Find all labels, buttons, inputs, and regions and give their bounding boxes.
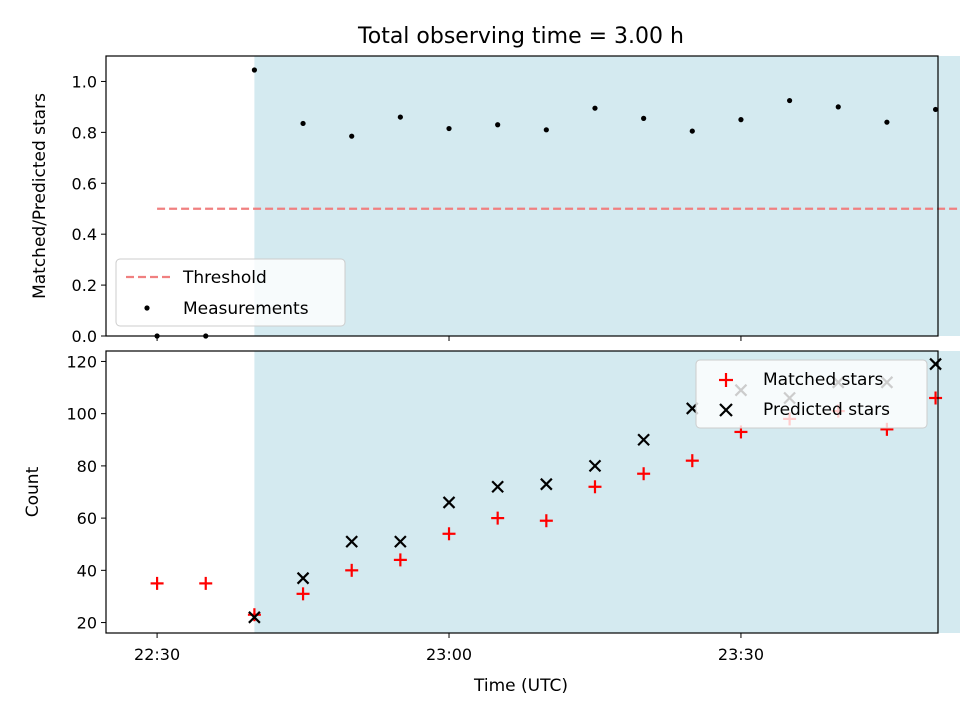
matched-star-marker: [491, 511, 505, 525]
matched-star-marker: [685, 454, 699, 468]
legend-predicted-swatch: [719, 403, 733, 417]
predicted-star-marker: [345, 535, 358, 548]
top-legend: Threshold Measurements: [115, 258, 346, 327]
matched-star-marker: [929, 391, 943, 405]
matched-star-marker: [539, 514, 553, 528]
predicted-star-marker: [491, 480, 504, 494]
x-tick-label: 23:30: [718, 645, 764, 664]
bottom-y-axis-label: Count: [23, 466, 43, 517]
x-tick-label: 22:30: [134, 645, 180, 664]
matched-star-marker: [442, 527, 456, 541]
predicted-star-marker: [637, 433, 650, 447]
y-tick-label: 20: [77, 614, 97, 633]
matched-star-marker: [637, 467, 651, 481]
y-tick-label: 1.0: [72, 72, 97, 91]
predicted-star-marker: [929, 357, 942, 371]
measurement-point: [592, 105, 598, 111]
y-tick-label: 0.4: [72, 225, 97, 244]
matched-star-marker: [393, 553, 407, 567]
legend-predicted-label: Predicted stars: [763, 400, 890, 420]
chart-title: Total observing time = 3.00 h: [357, 24, 684, 49]
legend-matched-swatch: [719, 373, 733, 387]
bottom-plot-frame: [105, 350, 939, 634]
matched-star-marker: [247, 608, 261, 622]
measurement-point: [349, 133, 355, 139]
measurement-point: [251, 67, 257, 73]
predicted-star-marker: [296, 571, 310, 585]
y-tick-label: 0.0: [72, 327, 97, 346]
predicted-star-marker: [394, 535, 407, 548]
measurement-point: [543, 127, 549, 133]
top-x-axis-ticks: [156, 336, 742, 341]
top-legend-box: [115, 258, 346, 327]
y-tick-label: 120: [66, 352, 97, 371]
matched-star-marker: [150, 576, 164, 590]
matched-star-marker: [588, 480, 602, 494]
top-y-axis-ticks: 0.0 0.2 0.4 0.6 0.8 1.0: [72, 72, 106, 346]
y-tick-label: 100: [66, 405, 97, 424]
legend-measurements-swatch: [144, 305, 150, 311]
predicted-star-marker: [588, 459, 602, 473]
y-tick-label: 0.8: [72, 123, 97, 142]
matched-star-marker: [296, 587, 310, 601]
bottom-legend-box: [695, 359, 928, 429]
measurement-point: [738, 117, 744, 123]
measurement-point: [495, 122, 501, 128]
measurement-point: [641, 115, 647, 121]
matched-star-marker: [345, 563, 359, 577]
x-axis-label: Time (UTC): [473, 676, 568, 696]
bottom-y-axis-ticks: 20 40 60 80 100 120: [66, 352, 106, 633]
top-plot-frame: [105, 55, 939, 337]
measurement-point: [932, 106, 939, 113]
x-tick-label: 23:00: [426, 645, 472, 664]
legend-measurements-label: Measurements: [183, 299, 309, 319]
legend-matched-label: Matched stars: [763, 370, 883, 390]
legend-threshold-label: Threshold: [182, 268, 267, 288]
y-tick-label: 80: [77, 457, 97, 476]
top-panel: 0.0 0.2 0.4 0.6 0.8 1.0 Matched/Predicted sta…: [30, 55, 960, 346]
measurement-point: [300, 120, 306, 127]
measurement-point: [787, 97, 793, 104]
y-tick-label: 0.6: [72, 174, 97, 193]
top-y-axis-label: Matched/Predicted stars: [30, 93, 50, 299]
predicted-star-marker: [540, 477, 553, 491]
top-observing-window: [254, 56, 960, 336]
predicted-star-marker: [248, 611, 261, 624]
y-tick-label: 60: [77, 509, 97, 528]
y-tick-label: 0.2: [72, 276, 97, 295]
measurement-point: [689, 128, 695, 134]
measurement-point: [446, 125, 452, 132]
predicted-star-marker: [442, 496, 456, 509]
y-tick-label: 40: [77, 561, 97, 580]
matched-star-marker: [199, 576, 213, 590]
measurement-point: [397, 114, 403, 120]
bottom-legend: Matched stars Predicted stars: [695, 359, 928, 429]
measurement-point: [884, 119, 890, 125]
measurement-point: [835, 104, 841, 110]
